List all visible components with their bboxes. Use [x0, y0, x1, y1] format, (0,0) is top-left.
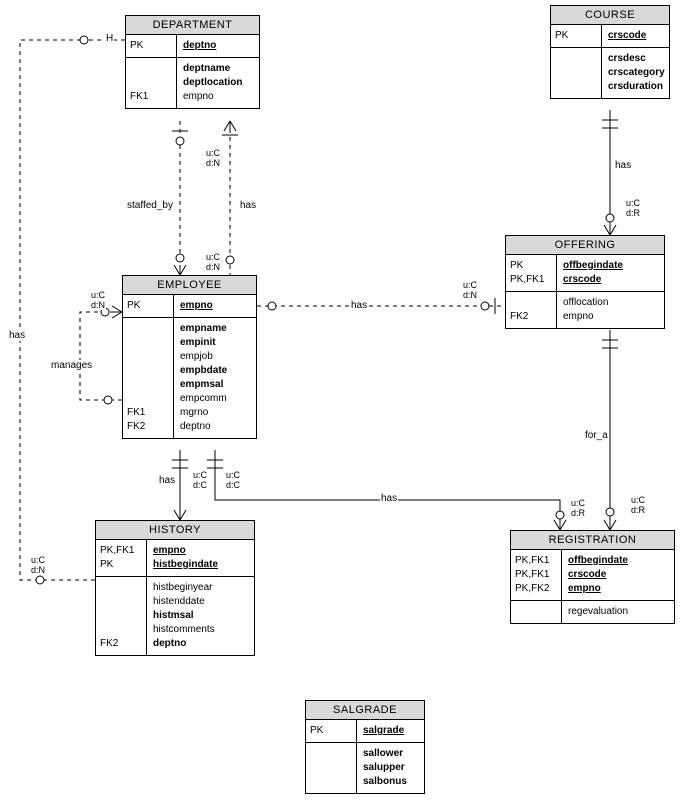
pk-attrs: salgrade [357, 720, 424, 742]
entity-title: DEPARTMENT [126, 16, 259, 35]
entity-employee: EMPLOYEE PK empno FK1 FK2 empname empini… [122, 275, 257, 439]
key-label: PK [551, 25, 602, 47]
body-attrs: offlocation empno [557, 292, 664, 328]
key-label: PK,FK1 PK [96, 540, 147, 576]
key-label: FK1 [126, 58, 177, 108]
key-label: PK [123, 295, 174, 317]
pk-attrs: empno histbegindate [147, 540, 254, 576]
entity-title: EMPLOYEE [123, 276, 256, 295]
pk-attrs: offbegindate crscode [557, 255, 664, 291]
card: u:Cd:N [205, 252, 221, 272]
card: u:Cd:R [625, 198, 641, 218]
pk-attrs: deptno [177, 35, 259, 57]
entity-salgrade: SALGRADE PK salgrade sallower salupper s… [305, 700, 425, 794]
entity-title: REGISTRATION [511, 531, 674, 550]
entity-title: HISTORY [96, 521, 254, 540]
card: u:Cd:N [462, 280, 478, 300]
entity-course: COURSE PK crscode crsdesc crscategory cr… [550, 5, 670, 99]
card: u:Cd:N [90, 290, 106, 310]
body-attrs: sallower salupper salbonus [357, 743, 424, 793]
card: u:Cd:N [205, 148, 221, 168]
body-attrs: empname empinit empjob empbdate empmsal … [174, 318, 256, 438]
edge-label-staffed_by: staffed_by [126, 200, 174, 211]
card: u:Cd:N [30, 555, 46, 575]
edge-label-for_a: for_a [584, 430, 609, 441]
key-label: PK PK,FK1 [506, 255, 557, 291]
card: u:Cd:C [192, 470, 208, 490]
body-attrs: histbeginyear histenddate histmsal histc… [147, 577, 254, 655]
body-attrs: crsdesc crscategory crsduration [602, 48, 671, 98]
entity-title: COURSE [551, 6, 669, 25]
entity-registration: REGISTRATION PK,FK1 PK,FK1 PK,FK2 offbeg… [510, 530, 675, 624]
edge-label-has: has [8, 330, 26, 341]
key-label [306, 743, 357, 793]
entity-title: OFFERING [506, 236, 664, 255]
edge-label-has: has [239, 200, 257, 211]
key-label: PK [306, 720, 357, 742]
card: u:Cd:R [630, 495, 646, 515]
entity-department: DEPARTMENT PK deptno FK1 deptname deptlo… [125, 15, 260, 109]
key-label [511, 601, 562, 623]
edge-label-H: H [105, 33, 114, 44]
pk-attrs: offbegindate crscode empno [562, 550, 674, 600]
entity-title: SALGRADE [306, 701, 424, 720]
edge-label-has: has [350, 300, 368, 311]
entity-offering: OFFERING PK PK,FK1 offbegindate crscode … [505, 235, 665, 329]
body-attrs: deptname deptlocation empno [177, 58, 259, 108]
pk-attrs: empno [174, 295, 256, 317]
er-canvas: H staffed_by u:Cd:N u:Cd:N has manages u… [0, 0, 690, 803]
key-label: PK,FK1 PK,FK1 PK,FK2 [511, 550, 562, 600]
key-label: PK [126, 35, 177, 57]
edge-label-has: has [158, 475, 176, 486]
key-label: FK2 [506, 292, 557, 328]
card: u:Cd:C [225, 470, 241, 490]
edges-layer [0, 0, 690, 803]
edge-label-has: has [614, 160, 632, 171]
entity-history: HISTORY PK,FK1 PK empno histbegindate FK… [95, 520, 255, 656]
key-label: FK2 [96, 577, 147, 655]
edge-label-has: has [380, 493, 398, 504]
card: u:Cd:R [570, 498, 586, 518]
pk-attrs: crscode [602, 25, 669, 47]
body-attrs: regevaluation [562, 601, 674, 623]
key-label: FK1 FK2 [123, 318, 174, 438]
key-label [551, 48, 602, 98]
edge-label-manages: manages [50, 360, 93, 371]
